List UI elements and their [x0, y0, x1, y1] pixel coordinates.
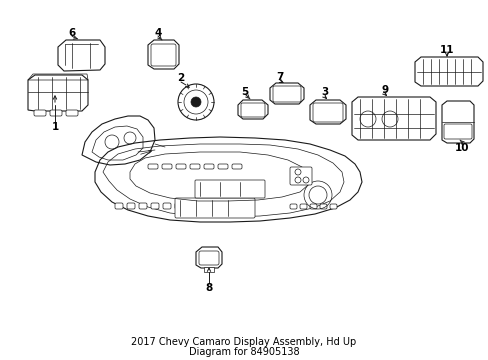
- FancyBboxPatch shape: [163, 203, 171, 209]
- FancyBboxPatch shape: [148, 164, 158, 169]
- FancyBboxPatch shape: [162, 164, 172, 169]
- FancyBboxPatch shape: [175, 198, 254, 218]
- FancyBboxPatch shape: [139, 203, 147, 209]
- FancyBboxPatch shape: [312, 103, 342, 122]
- FancyBboxPatch shape: [195, 180, 264, 198]
- Text: 9: 9: [381, 85, 388, 95]
- FancyBboxPatch shape: [175, 203, 183, 209]
- FancyBboxPatch shape: [151, 44, 176, 66]
- Text: 1: 1: [51, 122, 59, 132]
- Text: 8: 8: [205, 283, 212, 293]
- FancyBboxPatch shape: [241, 103, 264, 117]
- FancyBboxPatch shape: [115, 203, 123, 209]
- FancyBboxPatch shape: [299, 204, 306, 209]
- FancyBboxPatch shape: [127, 203, 135, 209]
- FancyBboxPatch shape: [66, 110, 78, 116]
- Text: 3: 3: [321, 87, 328, 97]
- FancyBboxPatch shape: [176, 164, 185, 169]
- Circle shape: [191, 97, 201, 107]
- FancyBboxPatch shape: [190, 164, 200, 169]
- FancyBboxPatch shape: [289, 204, 296, 209]
- Text: Diagram for 84905138: Diagram for 84905138: [188, 347, 299, 357]
- Text: 10: 10: [454, 143, 468, 153]
- Text: 6: 6: [68, 28, 76, 38]
- FancyBboxPatch shape: [34, 110, 46, 116]
- FancyBboxPatch shape: [50, 110, 62, 116]
- FancyBboxPatch shape: [289, 167, 311, 185]
- Text: 5: 5: [241, 87, 248, 97]
- FancyBboxPatch shape: [443, 124, 471, 139]
- FancyBboxPatch shape: [203, 164, 214, 169]
- Text: 11: 11: [439, 45, 453, 55]
- FancyBboxPatch shape: [218, 164, 227, 169]
- FancyBboxPatch shape: [272, 86, 301, 102]
- Text: 2017 Chevy Camaro Display Assembly, Hd Up: 2017 Chevy Camaro Display Assembly, Hd U…: [131, 337, 356, 347]
- FancyBboxPatch shape: [329, 204, 336, 209]
- FancyBboxPatch shape: [231, 164, 242, 169]
- FancyBboxPatch shape: [309, 204, 316, 209]
- FancyBboxPatch shape: [151, 203, 159, 209]
- Bar: [203, 267, 214, 272]
- Text: 4: 4: [154, 28, 162, 38]
- FancyBboxPatch shape: [319, 204, 326, 209]
- FancyBboxPatch shape: [199, 251, 219, 265]
- Text: 2: 2: [177, 73, 184, 83]
- Text: 7: 7: [276, 72, 283, 82]
